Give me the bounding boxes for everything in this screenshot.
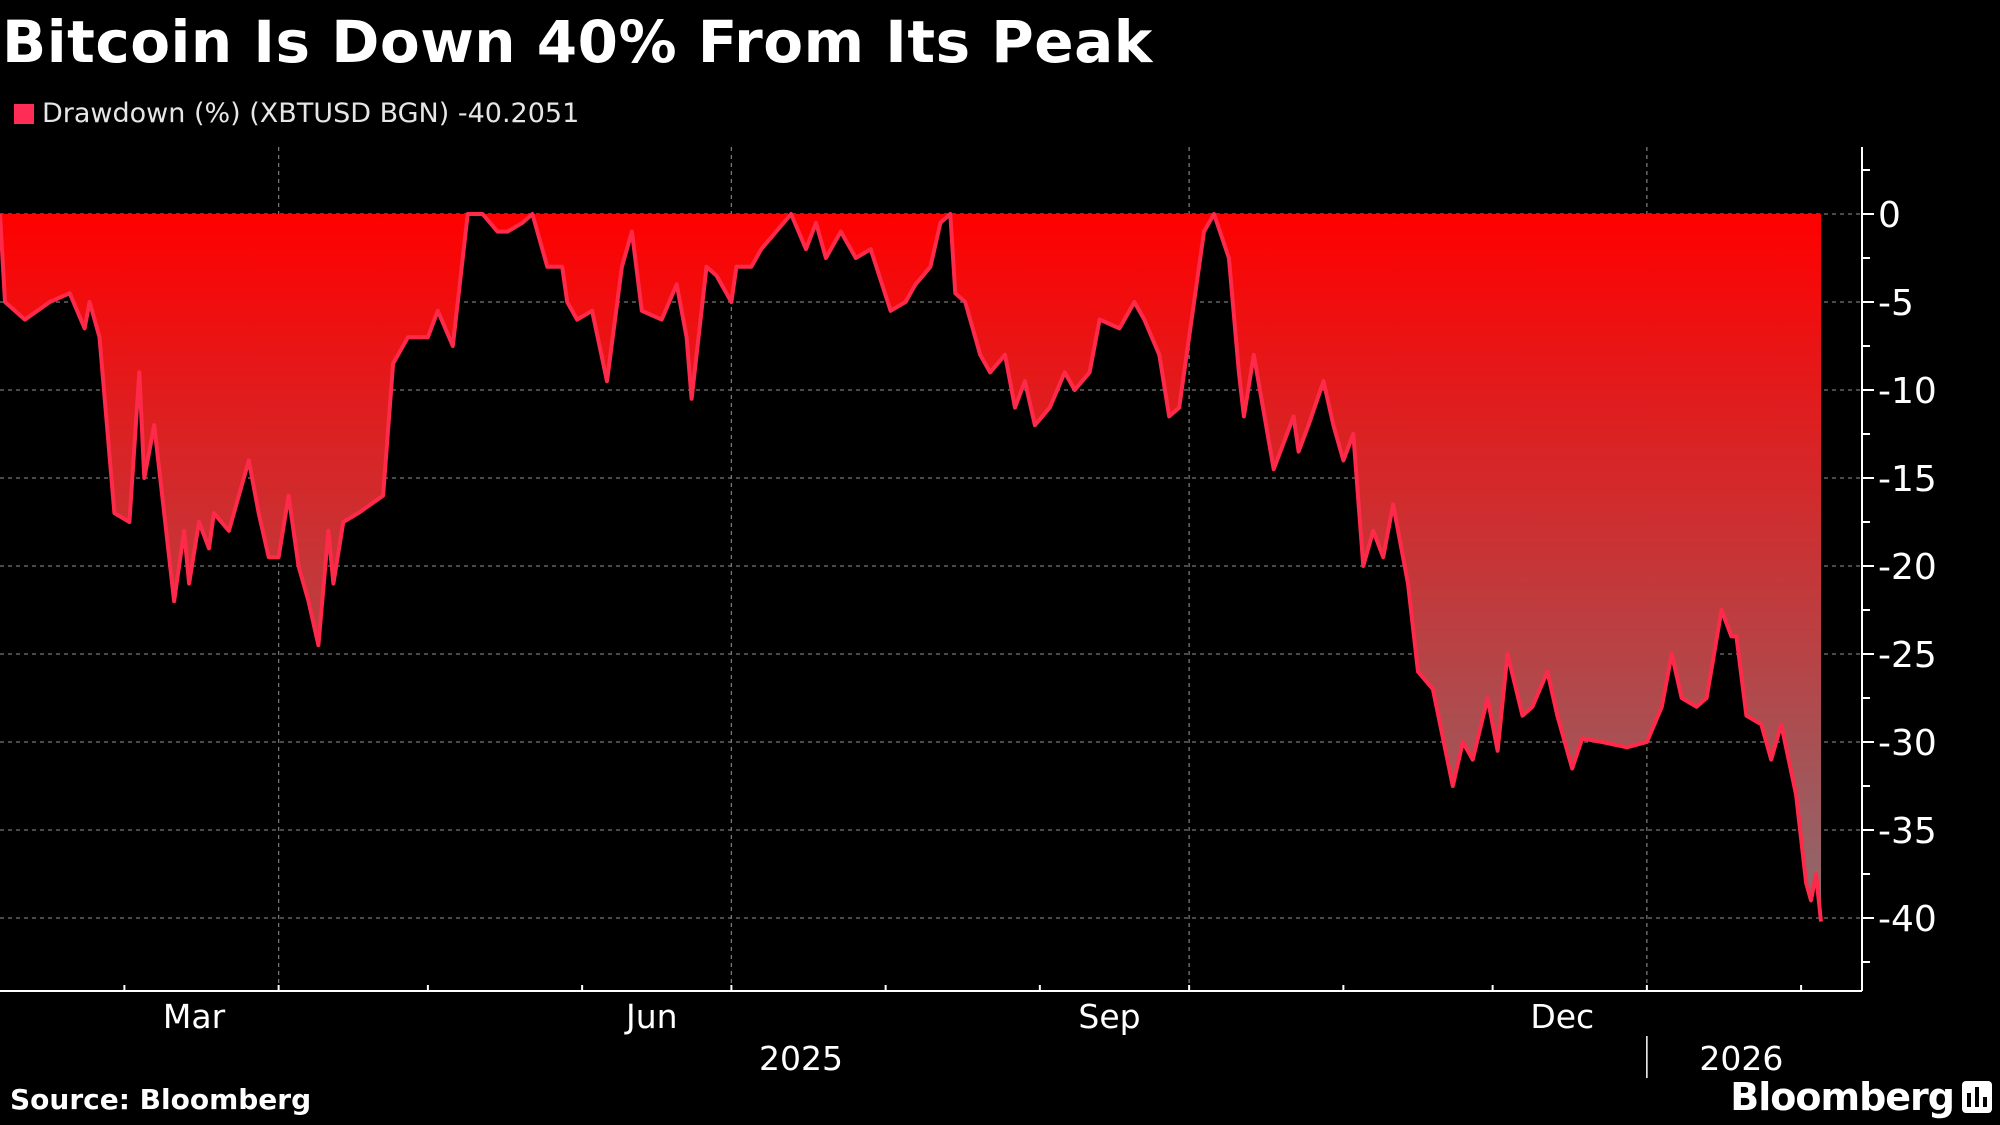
legend-label: Drawdown (%) (XBTUSD BGN) -40.2051 bbox=[42, 98, 580, 129]
x-year-label: 2025 bbox=[759, 1039, 843, 1078]
y-tick-label: -35 bbox=[1878, 811, 1937, 852]
drawdown-line bbox=[0, 212, 1823, 922]
drawdown-area bbox=[0, 214, 1821, 922]
source-note: Source: Bloomberg bbox=[10, 1083, 312, 1116]
legend-swatch bbox=[14, 103, 34, 124]
chart-title: Bitcoin Is Down 40% From Its Peak bbox=[2, 8, 1153, 76]
bloomberg-logo: Bloomberg bbox=[1730, 1075, 1992, 1119]
y-tick-label: -15 bbox=[1878, 459, 1937, 500]
y-tick-label: -25 bbox=[1878, 635, 1937, 676]
y-tick-label: -20 bbox=[1878, 547, 1937, 588]
y-tick-label: -10 bbox=[1878, 371, 1937, 412]
legend: Drawdown (%) (XBTUSD BGN) -40.2051 bbox=[14, 98, 579, 129]
x-month-label: Sep bbox=[1078, 997, 1140, 1036]
y-tick-label: -40 bbox=[1878, 899, 1937, 940]
chart-icon bbox=[1962, 1081, 1992, 1113]
x-month-label: Dec bbox=[1530, 997, 1594, 1036]
y-tick-label: -5 bbox=[1878, 283, 1914, 324]
x-month-label: Jun bbox=[624, 997, 678, 1036]
x-year-label: 2026 bbox=[1699, 1039, 1783, 1078]
x-month-label: Mar bbox=[163, 997, 226, 1036]
axes: 0 -5 -10 -15 -20 -25 -30 -35 -40 Mar Jun Sep Dec 2025… bbox=[0, 147, 1937, 1078]
y-tick-label: -30 bbox=[1878, 723, 1937, 764]
y-tick-label: 0 bbox=[1878, 195, 1901, 236]
logo-text: Bloomberg bbox=[1730, 1075, 1955, 1119]
